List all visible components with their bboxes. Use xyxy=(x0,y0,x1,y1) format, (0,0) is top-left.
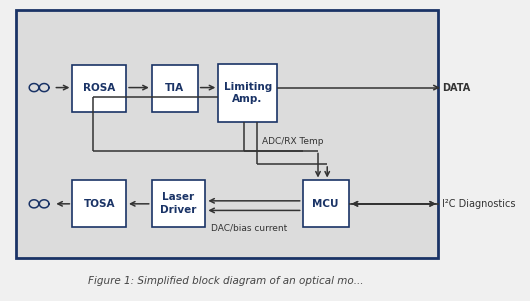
Text: TOSA: TOSA xyxy=(83,199,115,209)
Bar xyxy=(152,65,198,112)
Text: Laser
Driver: Laser Driver xyxy=(161,192,197,215)
Bar xyxy=(16,10,438,258)
Text: Limiting
Amp.: Limiting Amp. xyxy=(224,82,272,104)
Text: I²C Diagnostics: I²C Diagnostics xyxy=(442,199,515,209)
Text: DATA: DATA xyxy=(442,82,470,93)
Bar xyxy=(218,64,277,122)
Bar xyxy=(73,181,126,227)
Bar xyxy=(73,65,126,112)
Bar xyxy=(152,181,206,227)
Text: DAC/bias current: DAC/bias current xyxy=(210,224,287,233)
Bar xyxy=(303,181,349,227)
Text: ROSA: ROSA xyxy=(83,83,116,93)
Text: MCU: MCU xyxy=(312,199,339,209)
Text: TIA: TIA xyxy=(165,83,184,93)
Text: Figure 1: Simplified block diagram of an optical mo...: Figure 1: Simplified block diagram of an… xyxy=(88,276,364,286)
Text: ADC/RX Temp: ADC/RX Temp xyxy=(262,137,323,146)
